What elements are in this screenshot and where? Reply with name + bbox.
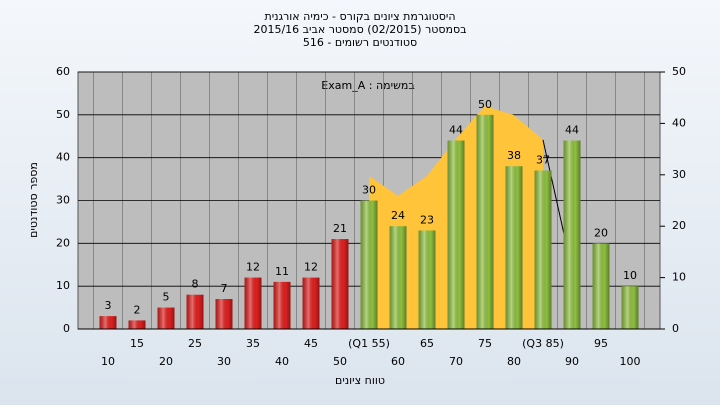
value-label: 10 (623, 269, 637, 282)
x-tick-label: (Q1 55) (348, 337, 390, 350)
y-tick-label: 60 (56, 65, 70, 78)
value-label: 21 (333, 222, 347, 235)
bar-shade (128, 320, 146, 329)
x-tick-label: 50 (333, 355, 347, 368)
x-tick-label: 75 (478, 337, 492, 350)
x-tick-label: 95 (594, 337, 608, 350)
title-line: היסטוגרמת ציונים בקורס - כימיה אורגנית (264, 10, 455, 23)
y2-tick-label: 30 (672, 168, 686, 181)
bar-shade (215, 299, 233, 329)
value-label: 20 (594, 226, 608, 239)
value-label: 12 (246, 261, 260, 274)
title-line: סטודנטים רשומים - 516 (303, 36, 417, 49)
value-label: 8 (192, 278, 199, 291)
bar-shade (186, 294, 204, 329)
y2-tick-label: 20 (672, 219, 686, 232)
x-tick-label: 10 (101, 355, 115, 368)
y-tick-label: 50 (56, 108, 70, 121)
x-tick-label: 90 (565, 355, 579, 368)
value-label: 5 (163, 291, 170, 304)
y2-tick-label: 40 (672, 116, 686, 129)
y2-tick-label: 10 (672, 271, 686, 284)
y-tick-label: 20 (56, 236, 70, 249)
bar-shade (244, 277, 262, 329)
y-axis-title: מספר סטודנטים (27, 162, 40, 238)
bar-shade (302, 277, 320, 329)
y2-tick-label: 50 (672, 65, 686, 78)
bar-shade (534, 170, 552, 329)
value-label: 3 (105, 299, 112, 312)
value-label: 12 (304, 261, 318, 274)
value-label: 24 (391, 209, 405, 222)
bar-shade (447, 140, 465, 329)
bar-shade (99, 316, 117, 329)
bar-shade (360, 200, 378, 329)
y-tick-label: 0 (63, 322, 70, 335)
x-tick-label: 30 (217, 355, 231, 368)
bar-shade (331, 239, 349, 329)
value-label: 44 (565, 124, 579, 137)
bar-shade (389, 226, 407, 329)
x-tick-label: 80 (507, 355, 521, 368)
x-tick-label: 65 (420, 337, 434, 350)
x-tick-label: 15 (130, 337, 144, 350)
y-tick-label: 30 (56, 194, 70, 207)
value-label: 7 (221, 282, 228, 295)
value-label: 2 (134, 303, 141, 316)
y-tick-label: 10 (56, 279, 70, 292)
bar-shade (418, 230, 436, 329)
annotation: במשימה : Exam_A (321, 79, 414, 92)
bar-shade (592, 243, 610, 329)
value-label: 11 (275, 265, 289, 278)
x-tick-label: 100 (620, 355, 641, 368)
x-tick-label: 60 (391, 355, 405, 368)
value-label: 44 (449, 124, 463, 137)
x-tick-label: 70 (449, 355, 463, 368)
x-tick-label: 25 (188, 337, 202, 350)
x-tick-label: (Q3 85) (522, 337, 564, 350)
value-label: 30 (362, 184, 376, 197)
bar-shade (476, 114, 494, 329)
bar-shade (563, 140, 581, 329)
y-tick-label: 40 (56, 151, 70, 164)
bar-shade (621, 286, 639, 329)
x-tick-label: 20 (159, 355, 173, 368)
x-axis-title: טווח ציונים (335, 374, 385, 387)
bar-shade (273, 281, 291, 329)
value-label: 23 (420, 213, 434, 226)
x-tick-label: 45 (304, 337, 318, 350)
value-label: 50 (478, 98, 492, 111)
title-line: בסמסטר (02/2015) סמסטר אביב 2015/16 (253, 23, 466, 36)
x-tick-label: 40 (275, 355, 289, 368)
value-label: 37 (536, 154, 550, 167)
bar-shade (505, 166, 523, 329)
value-label: 38 (507, 149, 521, 162)
x-tick-label: 35 (246, 337, 260, 350)
y2-tick-label: 0 (672, 322, 679, 335)
bar-shade (157, 307, 175, 329)
